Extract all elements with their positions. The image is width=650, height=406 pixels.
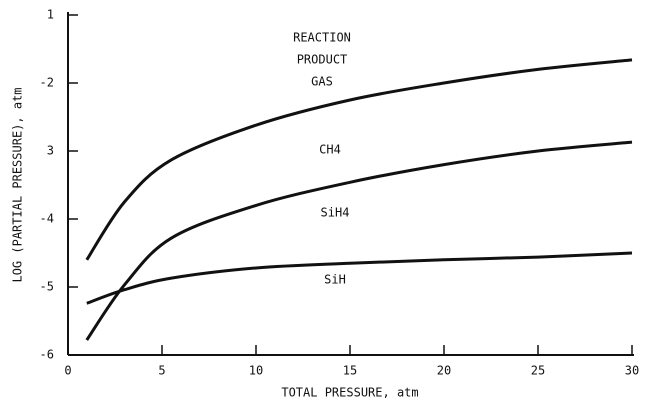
y-tick-label: -4 bbox=[40, 212, 54, 226]
x-tick-label: 10 bbox=[249, 364, 263, 378]
annotation: PRODUCT bbox=[297, 53, 348, 67]
y-tick-label: 1 bbox=[47, 8, 54, 22]
x-tick-label: 25 bbox=[531, 364, 545, 378]
series-label: CH4 bbox=[319, 143, 341, 157]
x-tick-label: 20 bbox=[437, 364, 451, 378]
x-tick-label: 30 bbox=[625, 364, 639, 378]
x-tick-label: 0 bbox=[64, 364, 71, 378]
y-tick-label: 3 bbox=[47, 144, 54, 158]
annotation: REACTION bbox=[293, 31, 351, 45]
x-axis-label: TOTAL PRESSURE, atm bbox=[281, 386, 418, 400]
y-tick-label: -5 bbox=[40, 280, 54, 294]
series-line bbox=[85, 140, 633, 341]
y-tick-label: -6 bbox=[40, 348, 54, 362]
x-tick-label: 5 bbox=[158, 364, 165, 378]
y-tick-label: -2 bbox=[40, 76, 54, 90]
y-axis-label: LOG (PARTIAL PRESSURE), atm bbox=[11, 87, 25, 282]
series-label: SiH4 bbox=[321, 206, 350, 220]
series-line bbox=[86, 251, 633, 305]
annotation: GAS bbox=[311, 75, 333, 89]
series-line bbox=[85, 58, 633, 261]
x-tick-label: 15 bbox=[343, 364, 357, 378]
series-label: SiH bbox=[324, 273, 346, 287]
